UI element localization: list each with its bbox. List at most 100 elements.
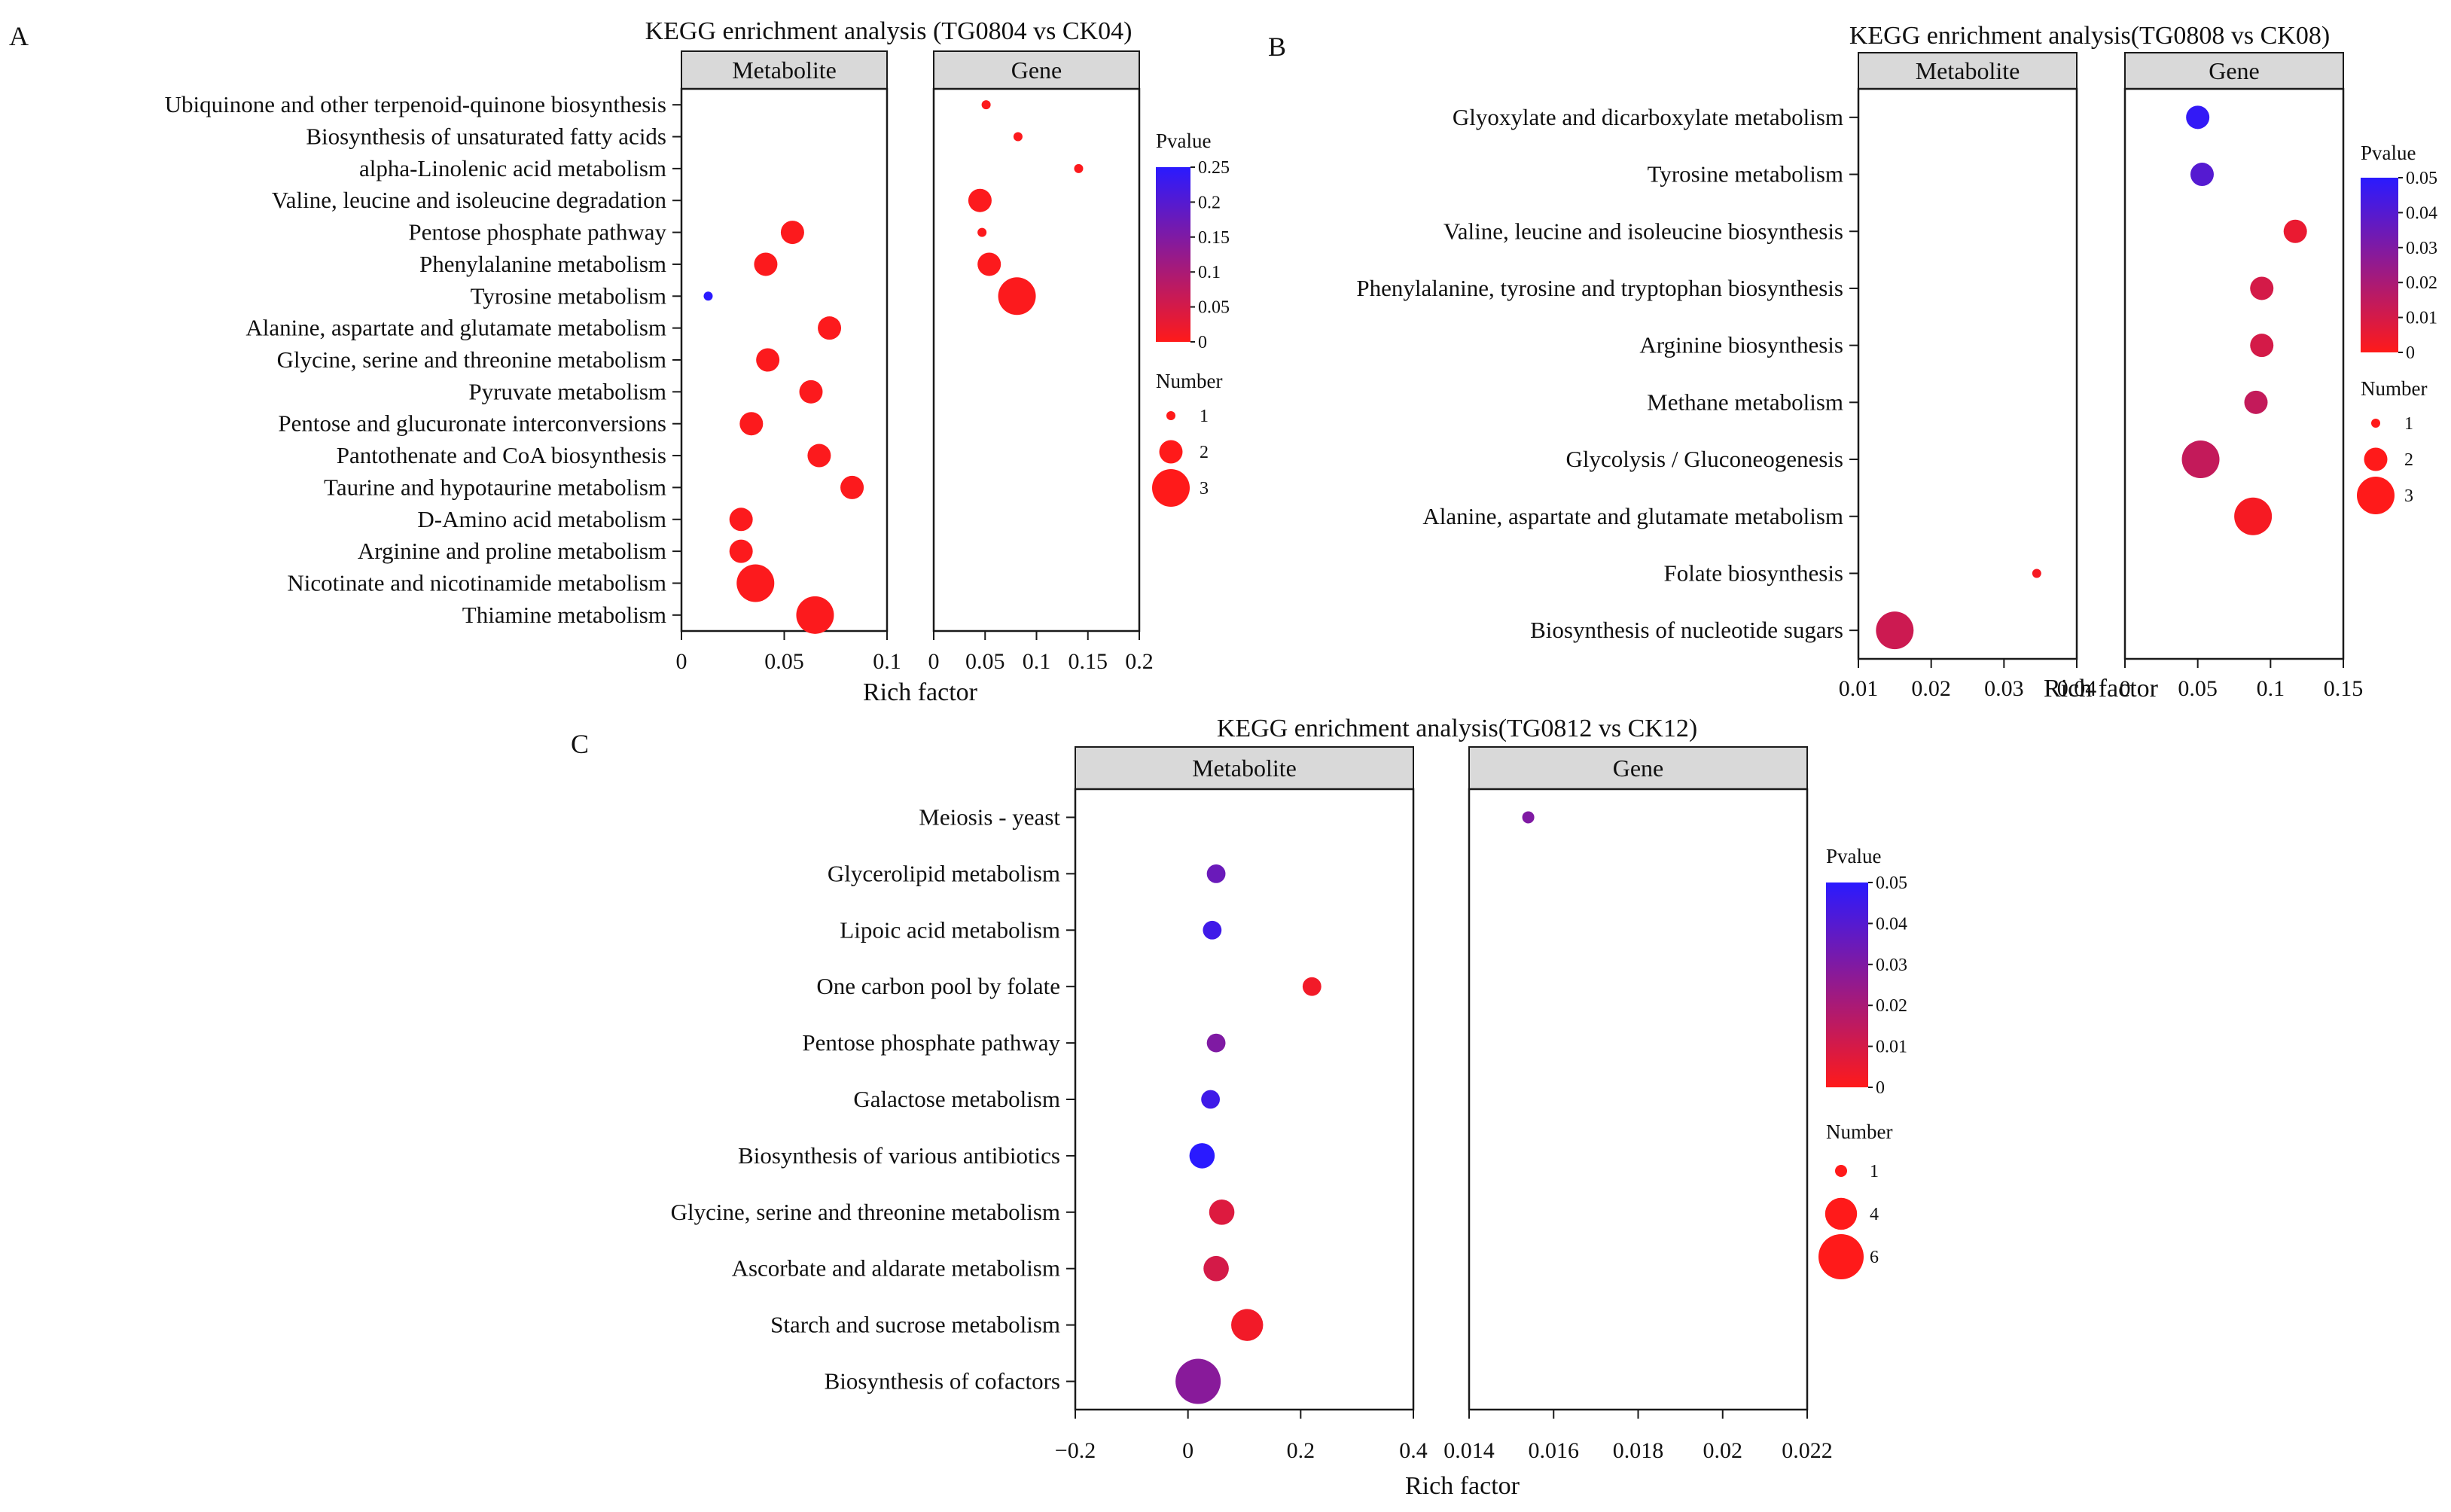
x-tick-label: 0.1 <box>873 649 901 674</box>
data-point <box>1209 1200 1235 1225</box>
facet-strip-label: Metabolite <box>732 56 837 84</box>
facet-strip-label: Metabolite <box>1916 57 2020 84</box>
number-legend-dot <box>1835 1165 1847 1177</box>
data-point <box>840 475 864 499</box>
x-axis-title: Rich factor <box>863 678 978 706</box>
category-label: Biosynthesis of cofactors <box>825 1368 1060 1395</box>
category-label: Methane metabolism <box>1647 389 1843 415</box>
data-point <box>1522 811 1535 824</box>
category-label: Pentose and glucuronate interconversions <box>278 410 666 437</box>
colorbar-tick-label: 0.02 <box>2406 273 2437 293</box>
category-label: Valine, leucine and isoleucine degradati… <box>272 187 667 213</box>
pvalue-colorbar <box>2361 178 2398 352</box>
facet-gene: Gene 0 0.05 0.1 0.15 0.2 <box>928 50 1154 674</box>
data-point <box>1013 132 1023 142</box>
pvalue-legend: Pvalue 0 0.01 0.02 0.03 0.04 0.05 <box>1826 845 1907 1098</box>
data-point <box>1074 163 1084 173</box>
category-label: Taurine and hypotaurine metabolism <box>324 474 666 500</box>
data-point <box>1175 1358 1221 1404</box>
category-label: Glyoxylate and dicarboxylate metabolism <box>1453 104 1843 130</box>
category-label: Meiosis - yeast <box>919 803 1060 830</box>
number-legend-dot <box>1159 440 1183 464</box>
data-point <box>2244 390 2268 414</box>
colorbar-tick-label: 0.05 <box>2406 169 2437 188</box>
x-tick-label: 0.15 <box>2324 676 2364 701</box>
number-legend-dot <box>1152 469 1190 507</box>
pvalue-colorbar <box>1826 883 1868 1087</box>
x-tick-label: 0.04 <box>2057 676 2097 701</box>
data-point <box>736 564 775 602</box>
data-point <box>1201 1090 1220 1109</box>
x-tick-label: 0.02 <box>1911 676 1951 701</box>
pvalue-legend-title: Pvalue <box>1826 845 1882 867</box>
colorbar-tick-label: 0.05 <box>1198 298 1230 318</box>
number-legend: Number 1 2 3 <box>1152 370 1222 507</box>
facet-frame <box>1857 87 2078 660</box>
x-tick-label: 0.1 <box>2257 676 2285 701</box>
x-tick-label: 0.4 <box>1399 1438 1428 1463</box>
facet-frame <box>1468 788 1809 1411</box>
data-point <box>2283 219 2307 243</box>
facet-strip <box>1468 746 1808 790</box>
x-tick-label: 0.018 <box>1613 1438 1664 1463</box>
number-legend-title: Number <box>1156 370 1222 392</box>
data-point <box>756 348 780 372</box>
facet-strip-label: Metabolite <box>1192 754 1297 782</box>
number-legend-label: 3 <box>2404 486 2413 506</box>
category-label: Folate biosynthesis <box>1663 559 1843 586</box>
colorbar-tick-label: 0.01 <box>1876 1038 1907 1057</box>
x-tick-label: 0.15 <box>1069 649 1108 674</box>
x-tick-label: 0 <box>1182 1438 1193 1463</box>
number-legend-dot <box>2364 447 2388 471</box>
facet-gene: Gene 0.014 0.016 0.018 0.02 0.022 <box>1443 746 1833 1463</box>
category-label: Glycine, serine and threonine metabolism <box>671 1199 1060 1225</box>
data-point <box>2190 163 2214 187</box>
data-point <box>729 508 753 532</box>
category-label: Arginine and proline metabolism <box>358 538 666 564</box>
category-label: One carbon pool by folate <box>816 973 1060 999</box>
category-label: Valine, leucine and isoleucine biosynthe… <box>1443 218 1843 244</box>
number-legend-label: 1 <box>1200 407 1209 426</box>
data-point <box>796 596 834 634</box>
panel-title: KEGG enrichment analysis(TG0812 vs CK12) <box>1217 715 1697 742</box>
number-legend: Number 1 2 3 <box>2357 377 2427 514</box>
category-label: D-Amino acid metabolism <box>417 506 666 532</box>
x-tick-label: 0.2 <box>1287 1438 1315 1463</box>
data-point <box>981 100 991 110</box>
facet-frame <box>2123 87 2345 660</box>
category-label: Lipoic acid metabolism <box>840 916 1060 943</box>
panel-a: A KEGG enrichment analysis (TG0804 vs CK0… <box>9 17 1230 706</box>
data-point <box>968 188 992 212</box>
colorbar-tick-label: 0 <box>1876 1078 1885 1098</box>
category-label: Ascorbate and aldarate metabolism <box>732 1255 1060 1282</box>
category-label: Ubiquinone and other terpenoid-quinone b… <box>165 91 666 117</box>
facet-frame <box>680 87 889 633</box>
data-point <box>2186 105 2210 130</box>
pvalue-colorbar <box>1156 167 1190 342</box>
data-point <box>1231 1309 1264 1341</box>
pvalue-legend-title: Pvalue <box>2361 142 2416 164</box>
category-label: Pyruvate metabolism <box>468 378 666 404</box>
number-legend-label: 1 <box>2404 414 2413 434</box>
panel-title: KEGG enrichment analysis (TG0804 vs CK04… <box>645 17 1133 45</box>
category-label: alpha-Linolenic acid metabolism <box>359 155 666 181</box>
category-label: Thiamine metabolism <box>462 602 666 628</box>
x-tick-label: −0.2 <box>1055 1438 1096 1463</box>
pvalue-legend: Pvalue 0 0.01 0.02 0.03 0.04 0.05 <box>2361 142 2437 363</box>
number-legend-label: 2 <box>1200 443 1209 462</box>
x-tick-label: 0.05 <box>965 649 1005 674</box>
x-tick-label: 0.02 <box>1703 1438 1743 1463</box>
colorbar-tick-label: 0.1 <box>1198 263 1221 282</box>
category-label: Pentose phosphate pathway <box>408 219 666 245</box>
colorbar-tick-label: 0 <box>2406 343 2415 363</box>
data-point <box>977 227 987 237</box>
colorbar-tick-label: 0.15 <box>1198 228 1230 248</box>
colorbar-tick-label: 0.01 <box>2406 309 2437 328</box>
x-tick-label: 0.016 <box>1529 1438 1580 1463</box>
category-label: Glycine, serine and threonine metabolism <box>277 346 666 373</box>
x-tick-label: 0.05 <box>2178 676 2218 701</box>
facet-gene: Gene 0 0.05 0.1 0.15 <box>2120 52 2364 701</box>
facet-metabolite: Metabolite 0.01 0.02 0.03 0.04 <box>1839 52 2097 701</box>
number-legend-label: 1 <box>1870 1162 1879 1181</box>
facet-strip <box>681 50 888 90</box>
